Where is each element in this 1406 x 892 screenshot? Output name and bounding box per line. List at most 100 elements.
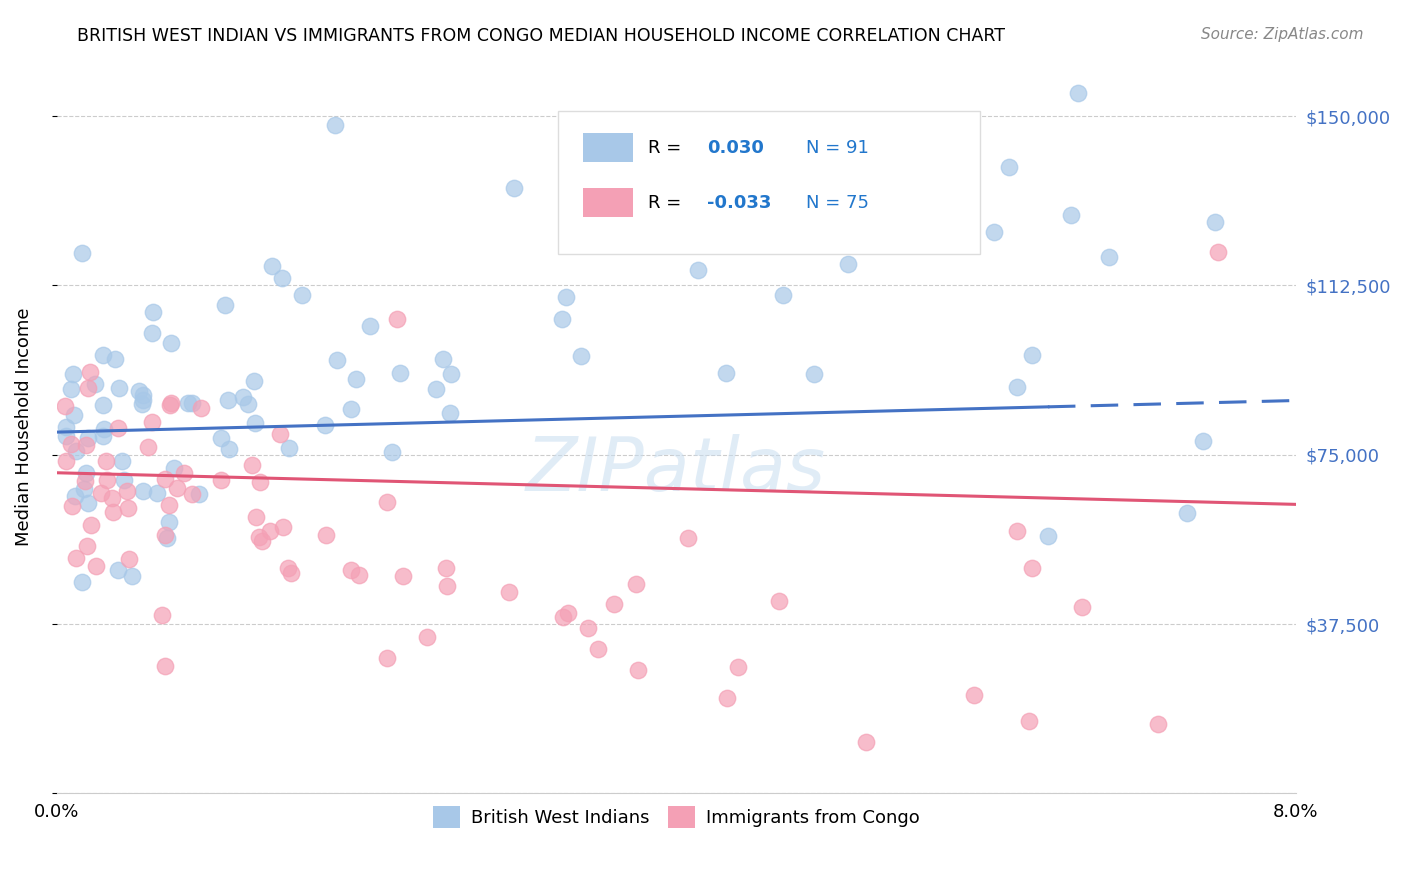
Point xyxy=(359,319,381,334)
Point xyxy=(716,366,738,380)
Point xyxy=(247,530,270,544)
Point xyxy=(344,372,367,386)
Point xyxy=(65,551,87,566)
Point xyxy=(780,129,803,144)
Point xyxy=(236,397,259,411)
Point xyxy=(392,568,415,582)
Point xyxy=(96,454,118,468)
Point xyxy=(551,312,574,326)
Point xyxy=(75,438,97,452)
Point xyxy=(60,499,83,513)
Point xyxy=(1036,529,1059,543)
Point xyxy=(142,304,165,318)
Point xyxy=(141,415,163,429)
Point xyxy=(111,454,134,468)
Text: ZIPatlas: ZIPatlas xyxy=(526,434,827,507)
Point xyxy=(291,288,314,302)
Point xyxy=(440,368,463,382)
Point xyxy=(131,396,153,410)
Point xyxy=(326,353,349,368)
Point xyxy=(252,534,274,549)
Point xyxy=(190,401,212,416)
Point xyxy=(90,485,112,500)
Point xyxy=(209,431,232,445)
Point xyxy=(107,420,129,434)
Point xyxy=(181,487,204,501)
Point xyxy=(242,374,264,388)
Point xyxy=(387,312,409,326)
Point xyxy=(855,735,877,749)
Point xyxy=(1021,348,1043,362)
Point xyxy=(898,219,921,233)
Point xyxy=(1018,714,1040,728)
Point xyxy=(153,658,176,673)
Point xyxy=(77,431,100,445)
Point xyxy=(157,515,180,529)
Point xyxy=(59,437,82,451)
Point xyxy=(963,688,986,702)
Point xyxy=(76,540,98,554)
Point xyxy=(131,393,153,408)
Point xyxy=(104,352,127,367)
Point xyxy=(716,690,738,705)
Point xyxy=(436,579,458,593)
Point xyxy=(388,367,411,381)
Point xyxy=(983,225,1005,239)
Point xyxy=(439,406,461,420)
Point xyxy=(797,198,820,212)
Point xyxy=(1204,215,1226,229)
Point xyxy=(55,454,77,468)
Bar xyxy=(583,188,633,218)
Point xyxy=(177,395,200,409)
Point xyxy=(79,365,101,379)
Point xyxy=(569,349,592,363)
Point xyxy=(59,382,82,396)
Point xyxy=(93,348,115,362)
Text: N = 75: N = 75 xyxy=(806,194,869,211)
Point xyxy=(1071,599,1094,614)
Point xyxy=(62,367,84,381)
Point xyxy=(72,574,94,589)
Point xyxy=(128,384,150,398)
Point xyxy=(277,441,299,455)
Point xyxy=(269,427,291,442)
Point xyxy=(381,445,404,459)
Point xyxy=(803,367,825,381)
Point xyxy=(112,473,135,487)
Point xyxy=(217,393,239,408)
Point xyxy=(159,398,181,412)
Point xyxy=(340,563,363,577)
Point xyxy=(1175,507,1198,521)
Point xyxy=(551,609,574,624)
Point xyxy=(432,351,454,366)
Point xyxy=(557,154,579,169)
Point xyxy=(55,429,77,443)
FancyBboxPatch shape xyxy=(558,111,980,254)
Point xyxy=(758,213,780,227)
Point xyxy=(63,490,86,504)
Point xyxy=(75,474,97,488)
Point xyxy=(117,500,139,515)
Point xyxy=(498,585,520,599)
Point xyxy=(77,381,100,395)
Point xyxy=(101,491,124,505)
Text: R =: R = xyxy=(648,194,681,211)
Point xyxy=(173,466,195,480)
Point xyxy=(63,408,86,422)
Text: 0.030: 0.030 xyxy=(707,138,763,157)
Point xyxy=(998,160,1021,174)
Point xyxy=(141,326,163,341)
Point xyxy=(678,531,700,545)
Point xyxy=(93,422,115,436)
Point xyxy=(117,484,139,499)
Point xyxy=(1021,560,1043,574)
Point xyxy=(271,520,294,534)
Point xyxy=(686,263,709,277)
Point xyxy=(166,481,188,495)
Point xyxy=(415,630,437,644)
Point xyxy=(576,621,599,635)
Point xyxy=(503,181,526,195)
Point xyxy=(55,420,77,434)
Point xyxy=(152,607,174,622)
Point xyxy=(163,461,186,475)
